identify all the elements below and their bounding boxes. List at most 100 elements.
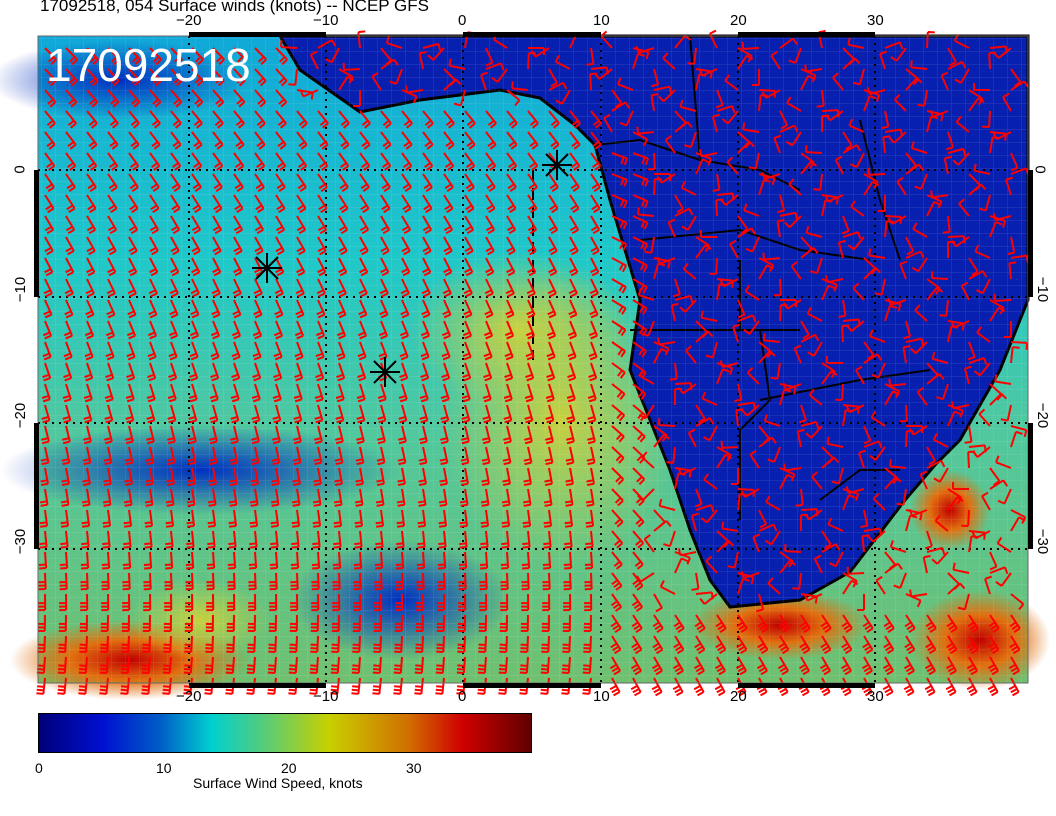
wind-barb <box>275 257 285 277</box>
wind-barb <box>967 450 976 469</box>
wind-barb <box>611 194 628 209</box>
wind-barb <box>562 614 571 632</box>
wind-barb <box>588 362 598 382</box>
wind-barb <box>803 593 823 602</box>
wind-barb <box>527 110 539 129</box>
wind-barb <box>1010 516 1026 532</box>
wind-barb <box>903 320 912 340</box>
wind-barb <box>584 593 593 612</box>
wind-barb <box>966 656 978 676</box>
wind-barb <box>504 320 515 340</box>
wind-barb <box>128 68 141 87</box>
wind-barb <box>127 299 137 319</box>
wind-barb <box>317 173 328 192</box>
wind-barb <box>954 68 970 84</box>
wind-barb <box>641 320 655 337</box>
wind-barb <box>274 299 284 319</box>
wind-barb <box>848 118 865 133</box>
wind-barb <box>228 530 237 549</box>
wind-barb <box>59 593 68 612</box>
wind-barb <box>589 278 599 298</box>
wind-barb <box>846 566 865 575</box>
wind-barb <box>520 614 529 632</box>
wind-barb <box>611 215 628 230</box>
wind-barb <box>758 509 768 529</box>
wind-barb <box>500 551 510 570</box>
wind-barb <box>44 131 56 150</box>
wind-barb <box>290 572 299 591</box>
wind-barb <box>376 467 385 487</box>
wind-barb <box>65 236 75 256</box>
colorbar-tick: 10 <box>156 760 172 776</box>
wind-barb <box>393 677 403 695</box>
wind-barb <box>292 446 302 466</box>
wind-barb <box>385 36 403 49</box>
wind-barb <box>275 194 286 214</box>
wind-barb <box>207 509 217 528</box>
wind-barb <box>925 635 937 655</box>
wind-barb <box>41 425 50 445</box>
wind-barb <box>799 614 811 634</box>
wind-barb <box>103 467 112 487</box>
wind-barb <box>296 89 314 100</box>
wind-barb <box>773 134 782 154</box>
wind-barb <box>147 341 157 361</box>
wind-barb <box>973 163 991 175</box>
wind-barb <box>527 152 539 171</box>
wind-barb <box>206 572 215 591</box>
wind-barb <box>952 152 970 166</box>
wind-barb <box>190 299 200 319</box>
wind-barb <box>102 488 112 507</box>
wind-barb <box>611 341 626 358</box>
wind-barb <box>229 446 239 466</box>
wind-barb <box>632 194 649 209</box>
wind-barb <box>590 194 601 214</box>
wind-barb <box>233 47 246 66</box>
wind-barb <box>44 257 54 277</box>
wind-barb <box>352 635 361 653</box>
wind-barb <box>777 656 789 676</box>
chart-title: 17092518, 054 Surface winds (knots) -- N… <box>40 0 429 15</box>
colorbar-label: Surface Wind Speed, knots <box>193 775 363 791</box>
wind-barb <box>936 383 949 401</box>
wind-barb <box>128 152 140 171</box>
wind-barb <box>184 635 193 653</box>
wind-barb <box>40 467 49 487</box>
wind-barb <box>168 320 179 340</box>
wind-barb <box>143 572 152 591</box>
wind-barb <box>960 281 970 301</box>
wind-barb <box>274 278 284 298</box>
wind-barb <box>842 409 853 427</box>
wind-barb <box>905 514 918 532</box>
wind-barb <box>779 37 798 49</box>
wind-barb <box>931 351 949 364</box>
wind-barb <box>659 580 676 595</box>
wind-barb <box>296 236 306 256</box>
wind-barb <box>838 299 847 318</box>
wind-barb <box>107 131 119 150</box>
wind-barb <box>206 551 216 570</box>
wind-barb <box>443 215 454 235</box>
wind-barb <box>811 471 823 490</box>
wind-barb <box>462 362 472 382</box>
wind-barb <box>170 194 181 214</box>
wind-barb <box>919 470 928 490</box>
wind-barb <box>744 284 760 301</box>
wind-barb <box>651 68 660 88</box>
wind-barb <box>737 577 750 595</box>
wind-barb <box>80 572 89 591</box>
wind-barb <box>700 230 717 238</box>
wind-barb <box>233 152 245 171</box>
wind-barb <box>333 488 343 507</box>
wind-barb <box>862 635 874 655</box>
wind-barb <box>800 333 820 343</box>
wind-barb <box>354 509 364 528</box>
wind-barb <box>793 344 802 364</box>
wind-barb <box>254 215 265 235</box>
wind-barb <box>399 341 409 361</box>
wind-barb <box>169 299 179 319</box>
wind-barb <box>211 278 221 298</box>
wind-barb <box>401 173 412 192</box>
wind-barb <box>736 635 748 655</box>
wind-barb <box>354 530 363 549</box>
